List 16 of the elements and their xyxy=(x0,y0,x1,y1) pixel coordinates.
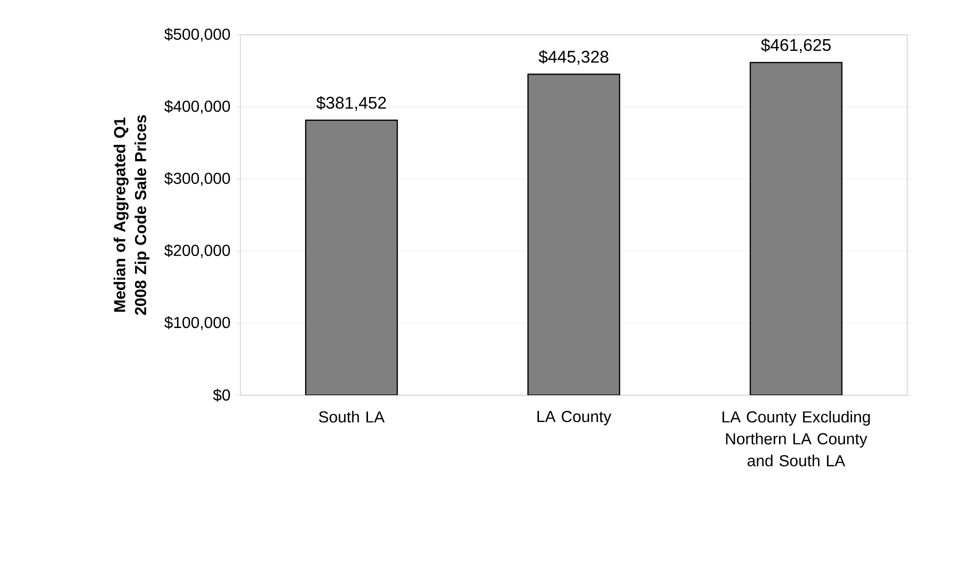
x-tick-label: LA County xyxy=(537,410,612,426)
y-tick-label: $100,000 xyxy=(164,316,230,330)
bar xyxy=(527,73,620,395)
data-label: $445,328 xyxy=(538,50,608,65)
x-tick-label: LA County Excluding Northern LA County and South LA xyxy=(722,410,870,466)
x-tick-label: South LA xyxy=(319,410,385,422)
data-label: $461,625 xyxy=(760,38,831,53)
y-tick-label: $0 xyxy=(213,388,230,402)
y-tick-label: $500,000 xyxy=(164,28,230,42)
y-tick-label: $300,000 xyxy=(164,172,230,186)
data-label: $381,452 xyxy=(316,96,386,111)
y-tick-label: $200,000 xyxy=(164,244,230,258)
y-axis-title: Median of Aggregated Q1 2008 Zip Code Sale Prices xyxy=(114,115,150,315)
bar xyxy=(750,62,842,395)
y-tick-label: $400,000 xyxy=(164,100,230,114)
bar xyxy=(305,119,398,395)
